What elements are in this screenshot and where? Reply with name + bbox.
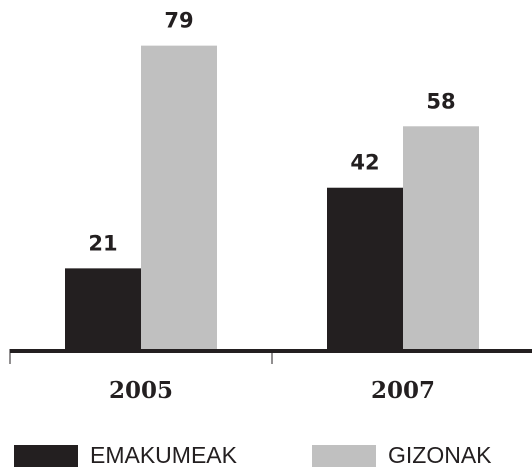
bar: [403, 126, 479, 349]
data-label: 42: [350, 151, 379, 175]
bar: [65, 268, 141, 349]
legend-swatch: [14, 445, 78, 467]
bar: [327, 187, 403, 349]
data-label: 58: [426, 89, 455, 113]
x-tick-label: 2007: [371, 377, 435, 404]
legend-label: GIZONAK: [388, 442, 492, 467]
legend-swatch: [312, 445, 376, 467]
data-label: 21: [88, 231, 117, 255]
data-label: 79: [164, 9, 193, 33]
legend-label: EMAKUMEAK: [90, 442, 238, 467]
bar: [141, 45, 217, 349]
x-tick-label: 2005: [109, 377, 173, 404]
